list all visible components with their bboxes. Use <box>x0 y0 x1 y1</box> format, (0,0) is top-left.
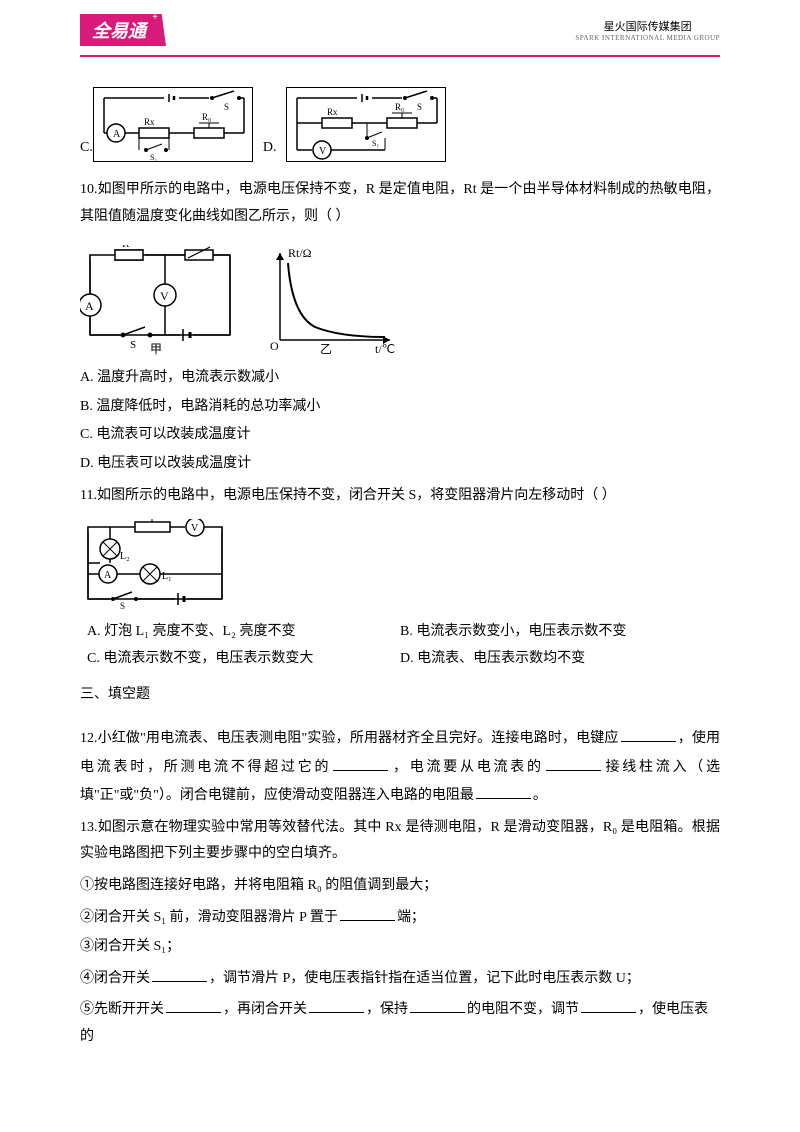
q10-opt-a: A. 温度升高时，电流表示数减小 <box>80 365 720 392</box>
blank <box>410 995 465 1013</box>
q11-options: A. 灯泡 L₁ 亮度不变、L₂ 亮度不变 B. 电流表示数变小，电压表示数不变… <box>80 619 720 672</box>
q10-opt-b: B. 温度降低时，电路消耗的总功率减小 <box>80 394 720 421</box>
q10-text: 10.如图甲所示的电路中，电源电压保持不变，R 是定值电阻，Rt 是一个由半导体… <box>80 177 720 230</box>
label-d: D. <box>263 135 277 162</box>
q11-opt-c: C. 电流表示数不变，电压表示数变大 <box>80 646 400 673</box>
q13-intro: 13.如图示意在物理实验中常用等效替代法。其中 Rx 是待测电阻，R 是滑动变阻… <box>80 815 720 868</box>
svg-text:R₀: R₀ <box>395 102 404 112</box>
label-c: C. <box>80 135 93 162</box>
blank <box>476 781 531 799</box>
circuit-q11: V L₂ A L₁ S <box>80 519 230 609</box>
svg-text:L₁: L₁ <box>162 571 172 582</box>
logo-right-sub: SPARK INTERNATIONAL MEDIA GROUP <box>575 34 720 42</box>
svg-text:S: S <box>224 102 229 112</box>
blank <box>333 753 388 771</box>
svg-text:V: V <box>160 289 169 303</box>
blank <box>340 903 395 921</box>
svg-text:A: A <box>113 129 121 140</box>
q13-step1: ①按电路图连接好电路，并将电阻箱 R₀ 的阻值调到最大； <box>80 873 720 900</box>
q12-text: 12.小红做"用电流表、电压表测电阻"实验，所用器材齐全且完好。连接电路时，电键… <box>80 724 720 810</box>
q11-opt-a: A. 灯泡 L₁ 亮度不变、L₂ 亮度不变 <box>80 619 400 646</box>
svg-text:S₁: S₁ <box>150 153 157 162</box>
svg-text:Rt: Rt <box>192 245 202 248</box>
svg-text:S: S <box>417 102 422 112</box>
q11-opt-b: B. 电流表示数变小，电压表示数不变 <box>400 619 720 646</box>
page-content: C. S A Rx <box>0 57 800 1050</box>
q11-text: 11.如图所示的电路中，电源电压保持不变，闭合开关 S，将变阻器滑片向左移动时（… <box>80 483 720 510</box>
svg-text:Rx: Rx <box>327 107 338 117</box>
svg-text:S: S <box>120 601 125 609</box>
svg-text:R: R <box>122 245 130 250</box>
svg-text:A: A <box>85 299 94 313</box>
svg-text:S: S <box>130 339 136 351</box>
svg-text:O: O <box>270 339 279 353</box>
svg-text:甲: 甲 <box>150 342 162 355</box>
svg-text:Rt/Ω: Rt/Ω <box>288 246 312 260</box>
q10-opt-d: D. 电压表可以改装成温度计 <box>80 451 720 478</box>
q11-opt-d: D. 电流表、电压表示数均不变 <box>400 646 720 673</box>
svg-text:S₁: S₁ <box>372 139 379 148</box>
svg-text:乙: 乙 <box>320 342 332 355</box>
svg-text:L₂: L₂ <box>120 551 130 562</box>
circuit-diagram-c: S A Rx R₀ S₁ <box>93 87 253 162</box>
svg-text:V: V <box>191 523 199 534</box>
svg-text:t/℃: t/℃ <box>375 342 395 355</box>
q10-figures: R Rt V A S <box>80 245 720 355</box>
blank <box>309 995 364 1013</box>
circuit-q10: R Rt V A S <box>80 245 240 355</box>
section-3-title: 三、填空题 <box>80 682 720 709</box>
circuits-c-d-row: C. S A Rx <box>80 87 720 162</box>
graph-q10: Rt/Ω t/℃ O 乙 <box>260 245 400 355</box>
q13-step4: ④闭合开关，调节滑片 P，使电压表指针指在适当位置，记下此时电压表示数 U； <box>80 964 720 993</box>
logo-left: 全易通 <box>80 14 166 46</box>
q10-opt-c: C. 电流表可以改装成温度计 <box>80 422 720 449</box>
svg-text:Rx: Rx <box>144 117 155 127</box>
blank <box>166 995 221 1013</box>
svg-text:V: V <box>319 146 327 157</box>
logo-right: 星火国际传媒集团 SPARK INTERNATIONAL MEDIA GROUP <box>575 18 720 42</box>
logo-right-main: 星火国际传媒集团 <box>575 18 720 34</box>
q13-step5: ⑤先断开开关，再闭合开关，保持的电阻不变，调节，使电压表的 <box>80 995 720 1050</box>
q13-step2: ②闭合开关 S₁ 前，滑动变阻器滑片 P 置于端； <box>80 903 720 932</box>
blank <box>546 753 601 771</box>
blank <box>581 995 636 1013</box>
q13-step3: ③闭合开关 S₁； <box>80 934 720 961</box>
circuit-diagram-d: S Rx R₀ S₁ <box>286 87 446 162</box>
page-header: 全易通 星火国际传媒集团 SPARK INTERNATIONAL MEDIA G… <box>0 0 800 50</box>
svg-text:R₀: R₀ <box>202 112 211 122</box>
blank <box>152 964 207 982</box>
blank <box>621 724 676 742</box>
svg-text:A: A <box>104 570 112 581</box>
